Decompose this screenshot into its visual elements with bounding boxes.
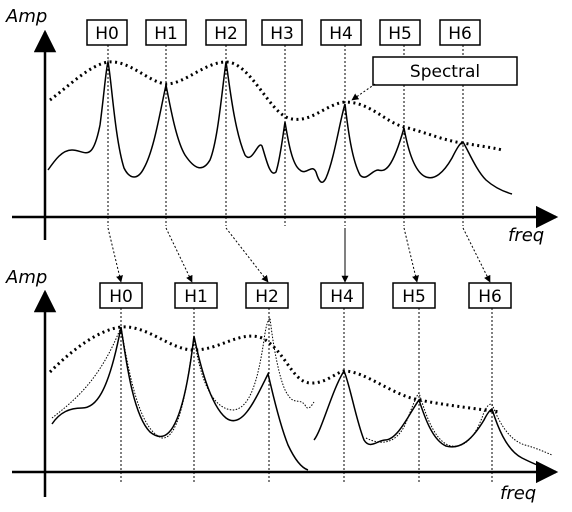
- top-h5-label: H5: [388, 24, 412, 44]
- bottom-h2-box: [245, 282, 289, 309]
- top-h3-box: [261, 19, 303, 46]
- bottom-spectral-envelope: [48, 325, 501, 414]
- top-h0-box: [86, 19, 128, 46]
- bottom-h0-box: [99, 282, 143, 309]
- top-h0-label: H0: [95, 24, 119, 44]
- bottom-h4-label: H4: [330, 287, 354, 307]
- bottom-h2-label: H2: [255, 287, 279, 307]
- bottom-h6-box: [468, 282, 512, 309]
- top-h4-label: H4: [329, 24, 353, 44]
- top-h5-box: [379, 19, 421, 46]
- bottom-original-spectrum: [51, 316, 553, 456]
- bottom-h5-box: [392, 282, 436, 309]
- bottom-modified-spectrum: [51, 326, 553, 471]
- top-h6-box: [439, 19, 481, 46]
- bottom-h5-label: H5: [402, 287, 426, 307]
- bottom-harmonic-labels: H0 H1 H2 H4 H5 H6: [99, 282, 512, 309]
- top-h1-box: [145, 19, 187, 46]
- bottom-h1-box: [174, 282, 218, 309]
- top-h1-label: H1: [154, 24, 178, 44]
- top-panel: Amp freq H0 H1 H2 H3 H4 H5 H6: [5, 6, 559, 246]
- bottom-h0-label: H0: [109, 287, 133, 307]
- top-y-axis-label: Amp: [5, 6, 47, 27]
- bottom-harmonic-guides: [120, 308, 493, 482]
- top-x-axis-label: freq: [508, 225, 544, 246]
- bottom-x-axis-label: freq: [500, 483, 536, 504]
- map-arrow-h5: [403, 227, 419, 283]
- map-arrow-h1: [165, 227, 193, 283]
- bottom-h1-label: H1: [184, 287, 208, 307]
- map-arrow-h0: [107, 227, 123, 283]
- spectral-callout-box: [372, 56, 518, 86]
- mapping-arrows: [107, 227, 491, 283]
- top-h3-label: H3: [270, 24, 294, 44]
- bottom-panel: Amp freq H0 H1 H2 H4 H5 H6: [5, 267, 559, 504]
- map-arrow-h2: [225, 227, 269, 283]
- top-harmonic-labels: H0 H1 H2 H3 H4 H5 H6: [86, 19, 481, 46]
- spectral-callout-arrow: [351, 83, 376, 101]
- spectral-callout-label: Spectral: [410, 62, 480, 82]
- top-h6-label: H6: [448, 24, 472, 44]
- map-arrow-h6: [462, 227, 491, 283]
- top-h2-label: H2: [214, 24, 238, 44]
- bottom-y-axis-label: Amp: [5, 267, 47, 288]
- bottom-h4-box: [320, 282, 364, 309]
- bottom-h6-label: H6: [478, 287, 502, 307]
- top-h2-box: [205, 19, 247, 46]
- top-h4-box: [320, 19, 362, 46]
- top-harmonic-spectrum: [47, 59, 513, 195]
